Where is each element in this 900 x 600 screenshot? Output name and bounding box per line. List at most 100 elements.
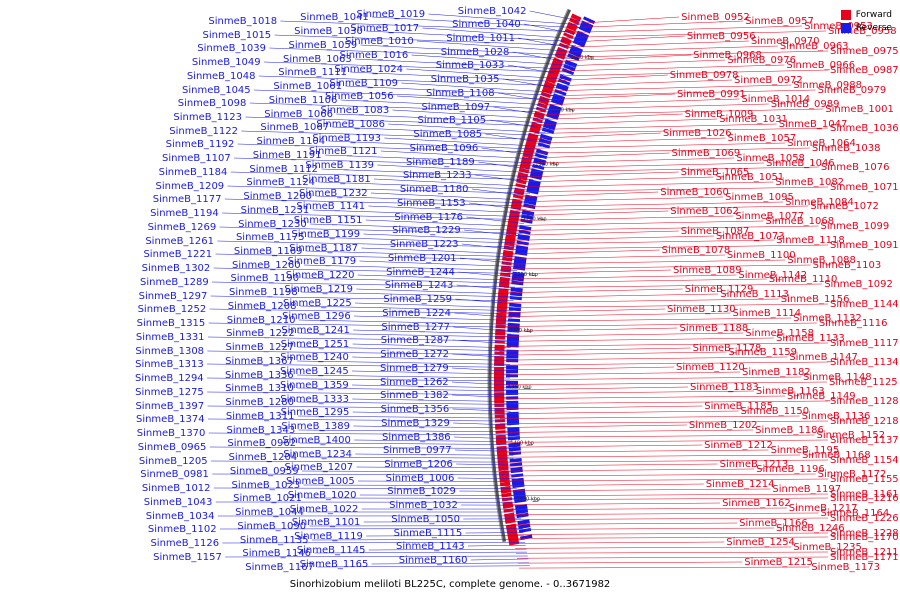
forward-gene-label: SinmeB_1051	[716, 172, 785, 183]
forward-gene-block	[560, 38, 571, 46]
forward-leader-line	[529, 142, 786, 149]
reverse-leader-line	[452, 394, 511, 398]
forward-gene-block	[494, 378, 505, 384]
forward-gene-label: SinmeB_1091	[830, 240, 899, 251]
forward-gene-block	[495, 319, 507, 325]
forward-gene-block	[567, 21, 578, 29]
reverse-gene-label: SinmeB_1275	[135, 387, 204, 398]
forward-gene-label: SinmeB_1128	[830, 396, 899, 407]
forward-gene-label: SinmeB_1235	[793, 542, 862, 553]
reverse-leader-line	[352, 343, 511, 348]
reverse-gene-label: SinmeB_1180	[400, 184, 469, 195]
forward-gene-block	[496, 450, 508, 456]
forward-leader-line	[544, 93, 676, 101]
forward-leader-line	[500, 332, 744, 337]
forward-gene-block	[497, 461, 509, 468]
forward-leader-line	[536, 118, 718, 125]
forward-leader-line	[506, 259, 786, 265]
reverse-gene-label: SinmeB_1208	[228, 301, 297, 312]
forward-gene-block	[501, 261, 512, 266]
reverse-gene-label: SinmeB_1230	[238, 219, 307, 230]
forward-leader-line	[561, 45, 778, 53]
reverse-leader-line	[332, 126, 545, 136]
forward-leader-line	[505, 483, 704, 487]
forward-gene-label: SinmeB_1173	[811, 562, 880, 573]
reverse-leader-line	[208, 432, 512, 436]
reverse-gene-block	[521, 209, 535, 217]
reverse-leader-line	[311, 539, 525, 541]
reverse-gene-block	[521, 214, 534, 220]
reverse-gene-label: SinmeB_1221	[143, 249, 212, 260]
forward-leader-line	[499, 390, 754, 395]
reverse-gene-label: SinmeB_1023	[232, 480, 301, 491]
reverse-gene-label: SinmeB_1086	[316, 119, 385, 130]
reverse-gene-label: SinmeB_1048	[187, 71, 256, 82]
reverse-leader-line	[454, 449, 513, 452]
reverse-gene-block	[575, 30, 589, 41]
reverse-leader-line	[298, 332, 512, 338]
forward-gene-label: SinmeB_1031	[719, 114, 788, 125]
reverse-gene-block	[506, 333, 520, 340]
reverse-gene-label: SinmeB_1190	[230, 273, 299, 284]
forward-gene-label: SinmeB_1183	[690, 382, 759, 393]
forward-leader-line	[499, 342, 829, 347]
reverse-leader-line	[358, 480, 516, 482]
forward-gene-label: SinmeB_1082	[775, 177, 844, 188]
reverse-gene-block	[517, 233, 530, 242]
reverse-gene-label: SinmeB_1066	[264, 109, 333, 120]
forward-leader-line	[520, 181, 774, 188]
reverse-gene-label: SinmeB_1039	[197, 43, 266, 54]
forward-gene-label: SinmeB_1188	[680, 323, 749, 334]
forward-leader-line	[500, 317, 792, 322]
forward-gene-label: SinmeB_1149	[787, 391, 856, 402]
reverse-gene-label: SinmeB_1308	[135, 346, 204, 357]
scale-tick-label: 1200 kbp	[523, 217, 547, 223]
forward-leader-line	[499, 337, 775, 342]
reverse-leader-line	[474, 174, 533, 183]
forward-gene-label: SinmeB_1078	[662, 245, 731, 256]
forward-gene-label: SinmeB_1170	[830, 532, 899, 543]
reverse-leader-line	[297, 401, 511, 405]
forward-leader-line	[507, 249, 660, 255]
reverse-gene-label: SinmeB_1012	[142, 483, 211, 494]
reverse-leader-line	[428, 13, 585, 26]
reverse-gene-block	[508, 442, 521, 448]
reverse-gene-block	[518, 229, 531, 235]
reverse-leader-line	[470, 558, 529, 561]
reverse-leader-line	[384, 137, 542, 147]
reverse-gene-label: SinmeB_1277	[381, 322, 450, 333]
forward-gene-label: SinmeB_1130	[667, 304, 736, 315]
forward-gene-label: SinmeB_1092	[824, 279, 893, 290]
reverse-gene-block	[507, 431, 520, 437]
reverse-leader-line	[497, 92, 556, 103]
forward-gene-label: SinmeB_1076	[821, 162, 890, 173]
reverse-gene-block	[506, 405, 519, 411]
reverse-leader-line	[392, 109, 550, 120]
forward-gene-block	[545, 76, 557, 84]
reverse-gene-label: SinmeB_1056	[325, 91, 394, 102]
reverse-gene-label: SinmeB_1177	[153, 194, 222, 205]
reverse-leader-line	[481, 147, 539, 157]
reverse-gene-label: SinmeB_1198	[229, 287, 298, 298]
forward-leader-line	[521, 176, 714, 183]
reverse-gene-label: SinmeB_1104	[256, 136, 325, 147]
reverse-leader-line	[207, 336, 511, 342]
forward-gene-label: SinmeB_1171	[830, 552, 899, 563]
reverse-gene-label: SinmeB_1044	[235, 507, 304, 518]
reverse-leader-line	[388, 123, 546, 133]
forward-gene-block	[498, 465, 509, 472]
forward-gene-label: SinmeB_1009	[685, 109, 754, 120]
reverse-leader-line	[324, 154, 538, 164]
reverse-gene-block	[514, 497, 527, 504]
reverse-leader-line	[315, 195, 528, 204]
scale-tick-label: 1350 kbp	[508, 384, 532, 390]
reverse-gene-label: SinmeB_1343	[227, 425, 296, 436]
scale-tick-mark	[551, 162, 558, 165]
reverse-leader-line	[461, 243, 520, 251]
forward-gene-label: SinmeB_0953	[804, 21, 873, 32]
reverse-leader-line	[301, 470, 515, 473]
reverse-gene-label: SinmeB_1019	[356, 9, 425, 20]
reverse-gene-block	[506, 358, 519, 363]
forward-gene-block	[497, 456, 508, 464]
